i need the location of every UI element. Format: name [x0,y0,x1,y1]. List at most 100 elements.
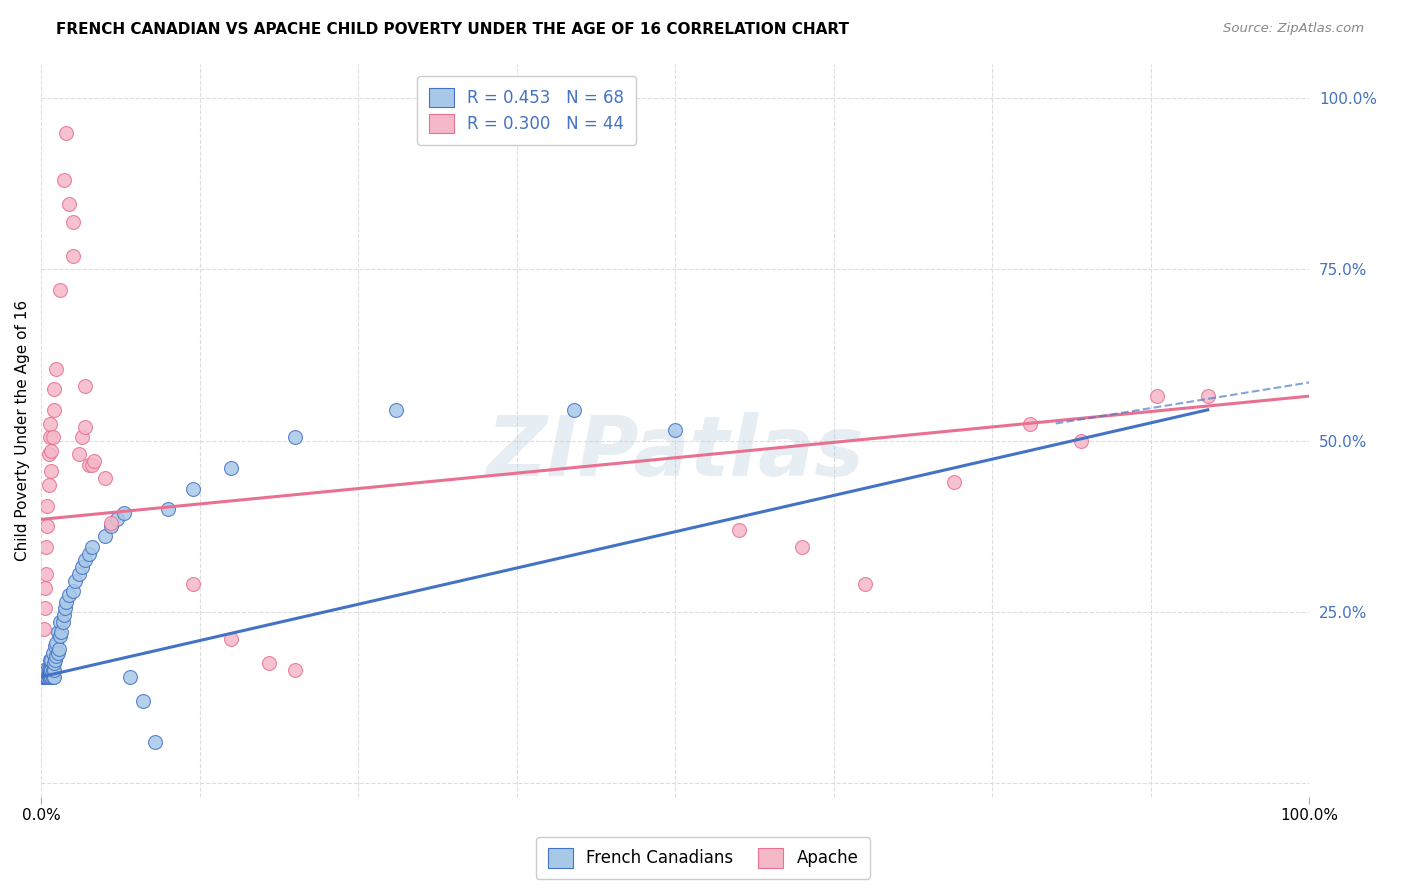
Point [112,506,135,520]
Legend: R = 0.453   N = 68, R = 0.300   N = 44: R = 0.453 N = 68, R = 0.300 N = 44 [418,76,636,145]
Point [45,361,67,376]
Point [38,663,60,677]
Point [32,663,55,677]
Point [35,540,58,554]
Point [39,663,62,677]
Point [35,670,58,684]
Point [79,458,101,472]
Point [181,482,204,496]
Point [35,567,58,582]
Point [42,656,65,670]
Point [41,646,63,660]
Point [156,502,179,516]
Point [62,584,84,599]
Point [93,471,115,485]
Point [42,663,65,677]
Point [385,402,408,417]
Point [79,547,101,561]
Point [1070,434,1092,448]
Point [48,642,70,657]
Point [34,670,56,684]
Point [42,402,65,417]
Point [37,499,59,513]
Point [39,417,62,431]
Point [39,653,62,667]
Point [34,601,56,615]
Point [46,625,69,640]
Point [38,670,60,684]
Point [44,653,66,667]
Point [35,666,58,681]
Point [284,430,307,444]
Point [853,577,876,591]
Point [1146,389,1168,403]
Legend: French Canadians, Apache: French Canadians, Apache [536,837,870,880]
Point [37,670,59,684]
Point [52,615,75,629]
Point [100,519,122,533]
Point [53,601,76,615]
Point [51,625,73,640]
Point [39,465,62,479]
Point [39,666,62,681]
Point [75,379,97,393]
Point [284,663,307,677]
Point [181,577,204,591]
Point [664,423,686,437]
Point [75,553,97,567]
Point [58,588,80,602]
Point [44,639,66,653]
Point [38,447,60,461]
Point [55,594,77,608]
Point [38,478,60,492]
Point [32,670,55,684]
Point [943,475,966,489]
Point [34,581,56,595]
Text: ZIPatlas: ZIPatlas [486,412,865,493]
Point [1019,417,1042,431]
Point [55,126,77,140]
Point [37,519,59,533]
Point [790,540,813,554]
Point [39,663,62,677]
Point [75,420,97,434]
Point [221,632,243,647]
Point [34,670,56,684]
Point [49,615,72,629]
Point [42,382,65,396]
Point [46,646,69,660]
Point [52,608,75,623]
Point [105,512,128,526]
Point [39,653,62,667]
Point [41,670,63,684]
Point [37,663,59,677]
Point [34,670,56,684]
Point [45,649,67,664]
Point [118,670,141,684]
Point [31,666,53,681]
Point [34,666,56,681]
Point [42,670,65,684]
Point [38,666,60,681]
Point [83,454,105,468]
Point [37,670,59,684]
Point [65,574,87,588]
Point [1197,389,1219,403]
Point [32,666,55,681]
Point [70,560,93,574]
Point [70,430,93,444]
Point [80,540,103,554]
Point [49,283,72,297]
Point [67,567,90,582]
Point [221,461,243,475]
Point [37,666,59,681]
Point [131,694,153,708]
Point [39,444,62,458]
Point [32,622,55,636]
Point [52,173,75,187]
Y-axis label: Child Poverty Under the Age of 16: Child Poverty Under the Age of 16 [15,300,30,561]
Text: Source: ZipAtlas.com: Source: ZipAtlas.com [1223,22,1364,36]
Point [67,447,90,461]
Point [62,249,84,263]
Point [35,670,58,684]
